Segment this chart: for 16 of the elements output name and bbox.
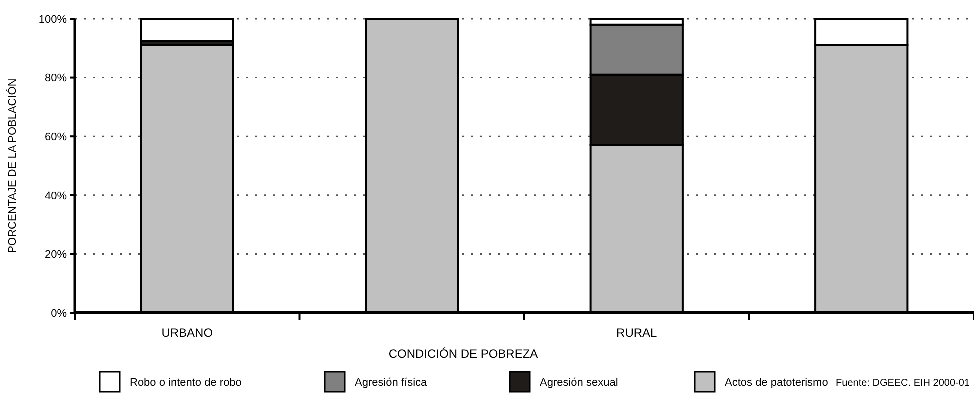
- legend-label: Agresión sexual: [540, 377, 618, 389]
- y-tick-label: 0%: [51, 308, 68, 320]
- bar: [140, 18, 234, 42]
- source-note: Fuente: DGEEC. EIH 2000-01: [836, 378, 970, 389]
- y-tick-label: 100%: [38, 14, 68, 26]
- legend-label: Agresión física: [355, 377, 428, 389]
- legend-label: Robo o intento de robo: [130, 377, 242, 389]
- y-tick-label: 80%: [44, 72, 68, 85]
- y-tick-label: 40%: [44, 190, 68, 202]
- x-axis-title: CONDICIÓN DE POBREZA: [388, 347, 538, 361]
- legend-label: Actos de patoterismo: [725, 377, 828, 389]
- x-tick-label: URBANO: [162, 326, 214, 340]
- y-tick-label: 20%: [44, 249, 68, 262]
- y-tick-label: 60%: [44, 131, 68, 144]
- x-tick-label: RURAL: [616, 326, 658, 340]
- y-axis-title: PORCENTAJE DE LA POBLACIÓN: [6, 78, 19, 254]
